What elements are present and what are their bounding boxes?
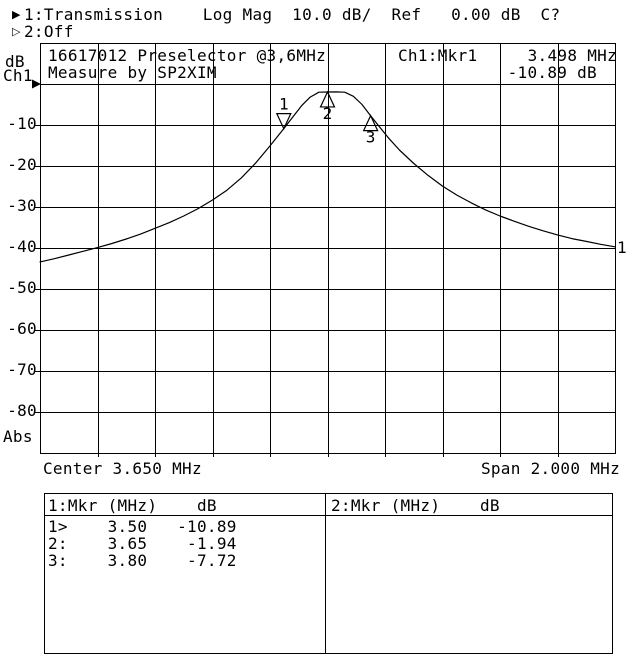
y-axis-tick-label: -60 [7,319,37,338]
center-frequency-label: Center 3.650 MHz [43,459,202,478]
marker-list-table: 1:Mkr (MHz) dB 2:Mkr (MHz) dB 1> 3.50 -1… [44,493,613,654]
span-label: Span 2.000 MHz [480,459,620,478]
y-axis-tick-label: -10 [7,114,37,133]
y-axis-tick-label: -80 [7,401,37,420]
status-line-ch1: 1:Transmission Log Mag 10.0 dB/ Ref 0.00… [24,5,561,24]
y-axis-tick-label: -40 [7,237,37,256]
status-line-ch2: 2:Off [24,22,74,41]
marker-readout-freq: 3.498 MHz [527,46,617,65]
marker-triangle-up-icon [362,114,379,132]
y-axis-tick-label: -70 [7,360,37,379]
channel2-inactive-marker-icon: ▷ [12,25,21,38]
marker-table-header-ch1: 1:Mkr (MHz) dB [48,496,217,515]
y-axis-unit-label: dB [5,52,25,71]
marker-triangle-up-icon [319,90,336,108]
marker-number-label: 3 [366,128,376,147]
marker-triangle-down-icon [275,113,292,131]
marker-table-row: 2: 3.65 -1.94 [48,534,237,553]
marker-readout-channel: Ch1:Mkr1 [398,46,478,65]
plot-title: 16617012 Preselector @3,6MHz [48,46,327,65]
trace-number-label: 1 [617,238,627,257]
y-axis-tick-label: -30 [7,196,37,215]
marker-table-row: 3: 3.80 -7.72 [48,551,237,570]
y-axis-bottom-label: Abs [3,427,33,446]
table-column-divider [325,494,326,653]
marker-number-label: 2 [323,104,333,123]
marker-readout-value: -10.89 dB [507,63,597,82]
marker-table-header-ch2: 2:Mkr (MHz) dB [331,496,500,515]
y-axis-tick-label: -20 [7,155,37,174]
plot-subtitle: Measure by SP2XIM [48,63,217,82]
marker-number-label: 1 [279,95,289,114]
trace-line [39,91,616,263]
channel1-active-marker-icon: ▶ [12,8,21,21]
marker-table-row: 1> 3.50 -10.89 [48,517,237,536]
y-axis-tick-label: -50 [7,278,37,297]
ref-level-arrow-icon [32,79,41,89]
table-header-separator [45,515,612,516]
channel-label: Ch1 [3,66,33,85]
